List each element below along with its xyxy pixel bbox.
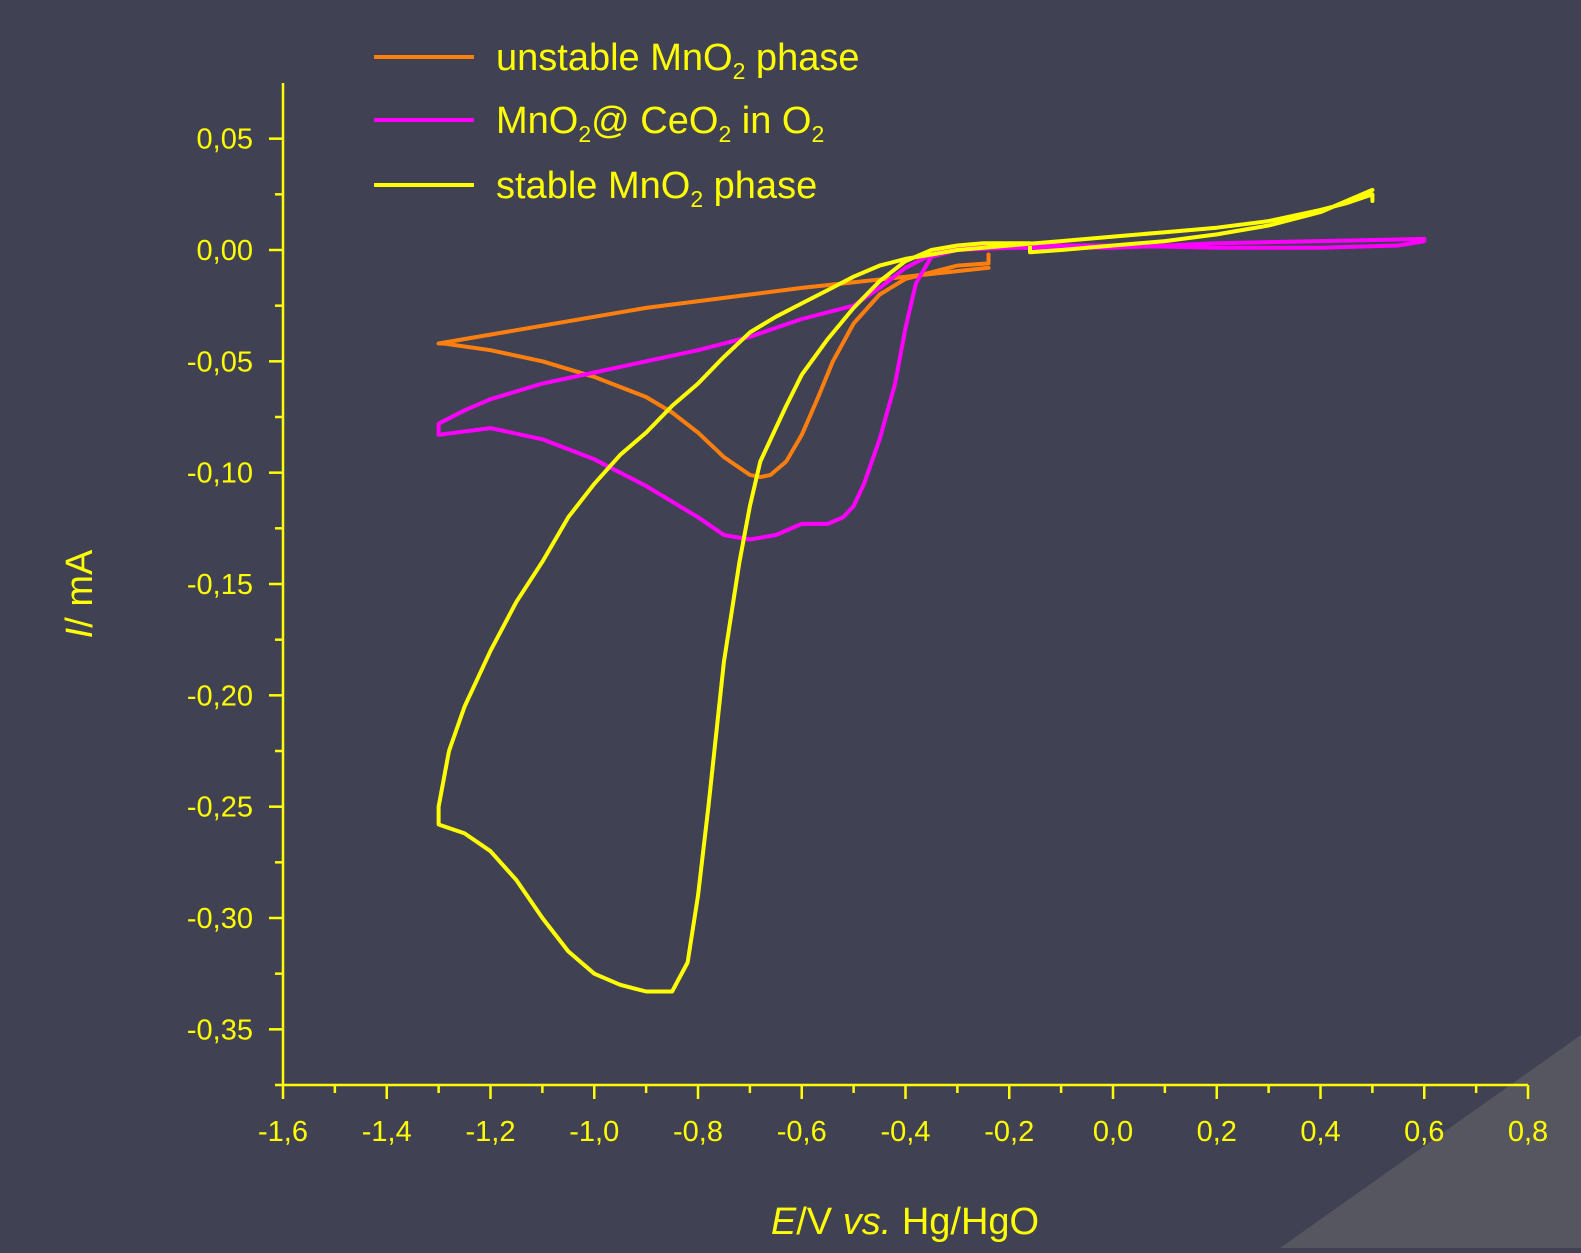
series-line-0	[436, 252, 991, 480]
y-tick-label: -0,35	[187, 1014, 253, 1046]
plot-area	[436, 187, 1427, 994]
x-tick-label: -1,4	[362, 1116, 412, 1148]
x-axis-label: E/V vs. Hg/HgO	[771, 1201, 1039, 1243]
x-tick-label: 0,2	[1197, 1116, 1237, 1148]
y-axis-label: I/ mA	[59, 549, 101, 638]
x-tick-label: -0,4	[881, 1116, 931, 1148]
y-tick-label: -0,15	[187, 569, 253, 601]
legend-label-2: stable MnO2 phase	[496, 165, 817, 212]
x-tick-label: 0,6	[1404, 1116, 1444, 1148]
y-tick-label: -0,05	[187, 346, 253, 378]
x-tick-label: -1,6	[258, 1116, 308, 1148]
legend-label-1: MnO2@ CeO2 in O2	[496, 100, 824, 147]
series-line-2	[436, 187, 1375, 994]
legend: unstable MnO2 phase MnO2@ CeO2 in O2 stabl…	[374, 37, 859, 212]
series-line-1	[436, 236, 1427, 542]
x-tick-label: -0,8	[673, 1116, 723, 1148]
y-tick-label: -0,25	[187, 792, 253, 824]
axes: -1,6 -1,4 -1,2 -1,0 -0,8 -0,6 -0,4 -0,2 0,0 0,2 0,…	[187, 83, 1548, 1148]
x-tick-label: 0,0	[1093, 1116, 1133, 1148]
y-tick-label: -0,10	[187, 458, 253, 490]
x-tick-label: 0,4	[1300, 1116, 1340, 1148]
y-tick-label: -0,20	[187, 680, 253, 712]
x-tick-label: -0,2	[984, 1116, 1034, 1148]
x-tick-label: -0,6	[777, 1116, 827, 1148]
y-tick-label: 0,05	[197, 124, 253, 156]
y-tick-label: 0,00	[197, 235, 253, 267]
y-tick-label: -0,30	[187, 903, 253, 935]
corner-decoration	[1280, 1035, 1581, 1248]
x-tick-label: 0,8	[1508, 1116, 1548, 1148]
legend-label-0: unstable MnO2 phase	[496, 37, 859, 84]
x-tick-label: -1,0	[569, 1116, 619, 1148]
x-tick-label: -1,2	[466, 1116, 516, 1148]
